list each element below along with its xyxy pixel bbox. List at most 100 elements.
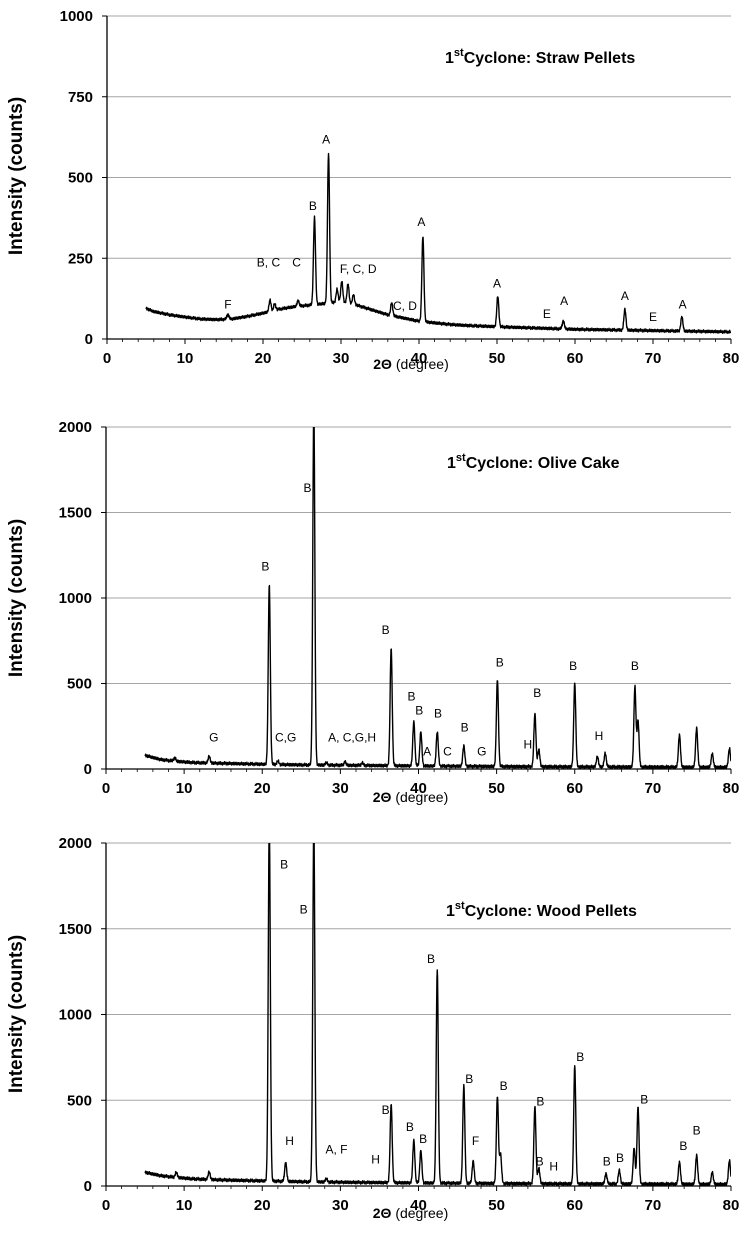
y-tick-label: 1500 <box>59 505 92 522</box>
x-axis-label: 2Θ (degree) <box>373 1205 449 1221</box>
chart-title: 1stCyclone: Olive Cake <box>447 452 620 472</box>
series-line <box>144 427 731 769</box>
peak-label: G <box>209 731 218 745</box>
peak-label: B <box>693 1124 701 1138</box>
x-tick-label: 50 <box>488 780 505 797</box>
peak-label: G <box>477 744 486 758</box>
x-tick-label: 30 <box>332 1197 349 1214</box>
chart-title: 1stCyclone: Wood Pellets <box>446 900 637 920</box>
y-axis-label: Intensity (counts) <box>6 97 27 255</box>
x-tick-label: 0 <box>103 350 111 367</box>
peak-label: F <box>472 1134 479 1148</box>
y-tick-label: 0 <box>85 331 93 348</box>
peak-label: B <box>300 902 308 916</box>
y-tick-label: 1000 <box>59 1007 92 1024</box>
x-tick-label: 70 <box>645 1197 662 1214</box>
chart-title: 1stCyclone: Straw Pellets <box>445 47 635 67</box>
y-tick-label: 500 <box>68 170 93 187</box>
peak-label: B <box>536 1154 544 1168</box>
peak-label: C, D <box>393 299 417 313</box>
peak-label: B <box>616 1151 624 1165</box>
peak-label: B <box>280 858 288 872</box>
peak-label: B <box>382 1103 390 1117</box>
x-axis-label: 2Θ (degree) <box>373 789 449 805</box>
y-axis-label: Intensity (counts) <box>6 935 27 1093</box>
x-tick-label: 70 <box>645 350 662 367</box>
y-tick-label: 2000 <box>59 419 92 436</box>
peak-label: B <box>304 481 312 495</box>
y-tick-label: 0 <box>84 761 92 778</box>
peak-label: B <box>465 1072 473 1086</box>
y-tick-label: 0 <box>84 1178 92 1195</box>
peak-label: H <box>285 1134 294 1148</box>
x-tick-label: 60 <box>566 1197 583 1214</box>
peak-label: B <box>500 1079 508 1093</box>
y-tick-label: 1000 <box>59 590 92 607</box>
x-tick-label: 0 <box>102 1197 110 1214</box>
peak-label: E <box>543 307 551 321</box>
x-tick-label: 20 <box>254 780 271 797</box>
peak-label: F, C, D <box>340 262 377 276</box>
x-tick-label: 40 <box>411 350 428 367</box>
x-tick-label: 70 <box>645 780 662 797</box>
x-tick-label: 40 <box>410 1197 427 1214</box>
x-tick-label: 10 <box>177 350 194 367</box>
chart-panel-2: 0 500 1000 1500 2000 0 10 20 30 40 50 60 70 80 G B C,G B A… <box>6 419 740 805</box>
x-tick-label: 10 <box>176 1197 193 1214</box>
x-tick-label: 10 <box>176 780 193 797</box>
y-tick-label: 1000 <box>60 8 93 25</box>
x-tick-label: 60 <box>566 780 583 797</box>
y-tick-label: 500 <box>67 1092 92 1109</box>
peak-label: C <box>292 255 301 269</box>
peak-label: B <box>261 560 269 574</box>
x-tick-label: 40 <box>410 780 427 797</box>
peak-label: B <box>407 690 415 704</box>
peak-label: A, C,G,H <box>328 731 376 745</box>
y-tick-label: 250 <box>68 250 93 267</box>
peak-label: B <box>496 655 504 669</box>
peak-label: B, C <box>257 255 281 269</box>
peak-label: A <box>417 215 425 229</box>
x-tick-label: 80 <box>723 1197 740 1214</box>
peak-label: A <box>560 294 568 308</box>
peak-label: B <box>631 659 639 673</box>
peak-label: B <box>640 1093 648 1107</box>
peak-label: A <box>621 289 629 303</box>
peak-label: B <box>427 952 435 966</box>
x-tick-label: 0 <box>102 780 110 797</box>
peak-label: B <box>536 1094 544 1108</box>
peak-label: B <box>679 1139 687 1153</box>
peak-label: B <box>576 1050 584 1064</box>
peak-label: A <box>423 744 431 758</box>
peak-label: H <box>371 1153 380 1167</box>
peak-label: F <box>224 297 231 311</box>
x-tick-label: 30 <box>333 350 350 367</box>
peak-label: H <box>524 737 533 751</box>
peak-label: B <box>382 623 390 637</box>
x-tick-label: 30 <box>332 780 349 797</box>
peak-label: A, F <box>325 1142 347 1156</box>
series-line <box>145 152 731 335</box>
peak-label: H <box>549 1160 558 1174</box>
peak-label: B <box>415 703 423 717</box>
y-tick-label: 2000 <box>59 835 92 852</box>
peak-label: A <box>322 133 330 147</box>
peak-label: B <box>569 659 577 673</box>
y-tick-label: 500 <box>67 676 92 693</box>
peak-label: B <box>419 1132 427 1146</box>
peak-label: A <box>493 276 501 290</box>
y-tick-label: 750 <box>68 89 93 106</box>
y-axis-label: Intensity (counts) <box>6 519 27 677</box>
chart-panel-1: 0 250 500 750 1000 0 10 20 30 40 50 60 70 80 F B, C C B A F… <box>6 8 739 372</box>
peak-label: C,G <box>275 731 296 745</box>
x-tick-label: 20 <box>255 350 272 367</box>
peak-label: E <box>649 310 657 324</box>
series-line <box>144 843 731 1186</box>
x-tick-label: 50 <box>488 1197 505 1214</box>
peak-label: B <box>406 1120 414 1134</box>
x-tick-label: 60 <box>567 350 584 367</box>
x-tick-label: 80 <box>723 780 740 797</box>
